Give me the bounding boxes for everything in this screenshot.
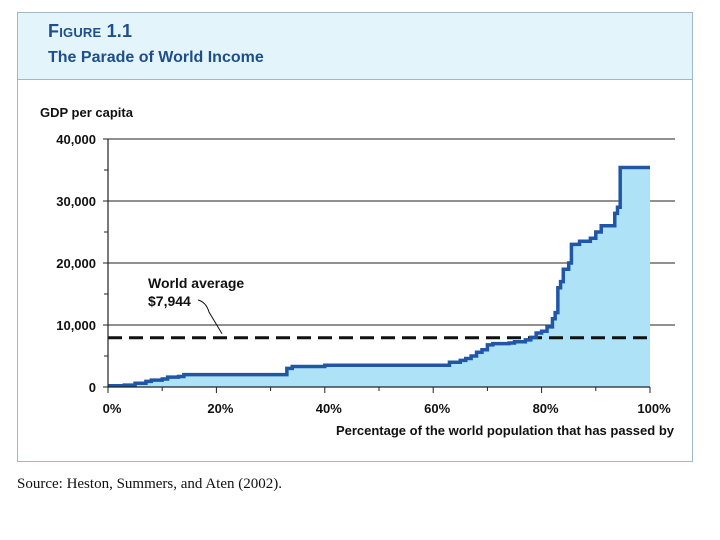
source-note: Source: Heston, Summers, and Aten (2002)… bbox=[17, 476, 282, 492]
chart: GDP per capita Percentage of the world p… bbox=[40, 105, 675, 438]
y-tick-label: 0 bbox=[89, 380, 96, 395]
average-label: World average bbox=[148, 275, 244, 291]
x-tick-label: 60% bbox=[424, 401, 450, 416]
figure-label: Figure 1.1 bbox=[48, 21, 133, 41]
x-tick-label: 100% bbox=[637, 401, 671, 416]
average-value-label: $7,944 bbox=[148, 293, 191, 309]
x-tick-label: 40% bbox=[316, 401, 342, 416]
x-tick-label: 0% bbox=[103, 401, 122, 416]
x-axis-label: Percentage of the world population that … bbox=[336, 423, 675, 438]
income-line bbox=[108, 165, 650, 388]
x-tick-label: 20% bbox=[207, 401, 233, 416]
y-tick-label: 10,000 bbox=[56, 318, 96, 333]
income-area bbox=[108, 167, 650, 387]
figure-title: The Parade of World Income bbox=[48, 49, 264, 66]
tick-labels: 0 10,000 20,000 30,000 40,000 0% 20% 40% 60% 80% 1… bbox=[56, 132, 671, 416]
y-axis-label: GDP per capita bbox=[40, 105, 134, 120]
axes bbox=[103, 138, 651, 393]
y-tick-label: 30,000 bbox=[56, 194, 96, 209]
x-tick-label: 80% bbox=[533, 401, 559, 416]
figure-header: Figure 1.1 The Parade of World Income bbox=[18, 13, 692, 80]
area-group bbox=[108, 167, 650, 387]
average-leader-line bbox=[197, 299, 223, 335]
y-tick-label: 40,000 bbox=[56, 132, 96, 147]
y-tick-label: 20,000 bbox=[56, 256, 96, 271]
